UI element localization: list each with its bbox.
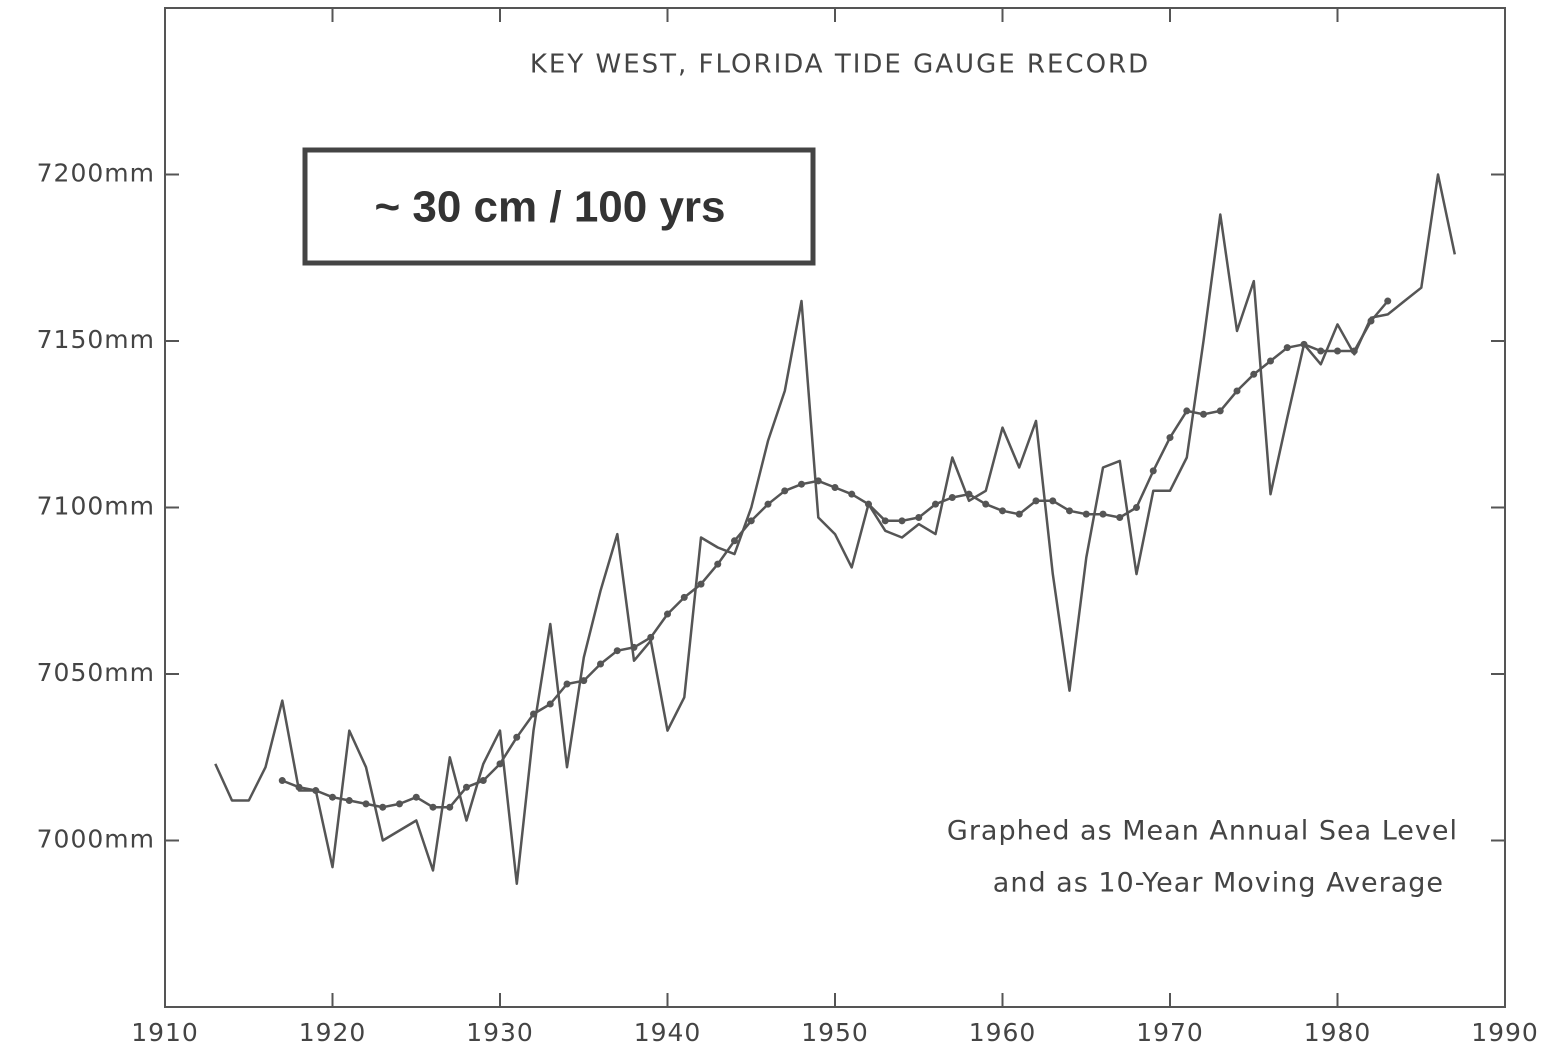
data-point <box>848 490 856 498</box>
data-point <box>295 783 303 791</box>
data-point <box>965 490 973 498</box>
data-point <box>647 633 655 641</box>
data-point <box>613 647 621 655</box>
x-tick-label: 1940 <box>634 1018 702 1047</box>
data-point <box>530 710 537 718</box>
chart-title: KEY WEST, FLORIDA TIDE GAUGE RECORD <box>530 50 1150 80</box>
data-point <box>714 560 722 568</box>
data-point <box>1216 407 1224 415</box>
data-point <box>948 494 956 502</box>
data-point <box>329 793 336 801</box>
x-tick-label: 1980 <box>1304 1018 1372 1047</box>
y-tick-label: 7050mm <box>37 658 155 687</box>
data-point <box>798 480 805 488</box>
data-point <box>1300 340 1308 348</box>
data-point <box>1133 504 1140 511</box>
data-point <box>1367 317 1375 325</box>
data-point <box>1015 510 1023 518</box>
data-point <box>546 700 554 708</box>
x-tick-label: 1920 <box>299 1018 367 1047</box>
y-tick-label: 7000mm <box>37 825 155 854</box>
data-point <box>362 800 370 808</box>
data-point <box>312 787 320 795</box>
data-point <box>1334 347 1341 355</box>
data-point <box>932 500 939 508</box>
x-tick-label: 1990 <box>1471 1018 1539 1047</box>
data-point <box>1250 370 1258 378</box>
data-point <box>664 610 671 618</box>
data-point <box>731 537 738 545</box>
data-point <box>630 643 638 651</box>
data-point <box>429 803 437 811</box>
data-point <box>1082 510 1090 518</box>
data-point <box>479 777 487 785</box>
x-tick-label: 1910 <box>131 1018 199 1047</box>
data-point <box>1066 507 1073 515</box>
data-point <box>814 477 822 485</box>
annotation: Graphed as Mean Annual Sea Level <box>947 816 1458 847</box>
data-point <box>1149 467 1157 475</box>
data-point <box>999 507 1006 515</box>
data-point <box>513 733 521 741</box>
data-point <box>865 500 872 508</box>
data-point <box>781 487 789 495</box>
annotation: and as 10-Year Moving Average <box>993 868 1444 899</box>
data-point <box>597 660 604 668</box>
plot-frame <box>164 7 1506 1008</box>
data-point <box>1233 387 1241 395</box>
x-tick-label: 1930 <box>466 1018 534 1047</box>
data-point <box>1283 344 1291 352</box>
x-tick-label: 1960 <box>969 1018 1037 1047</box>
data-point <box>1350 347 1358 355</box>
data-point <box>831 484 839 492</box>
data-point <box>379 803 387 811</box>
data-point <box>412 793 420 801</box>
data-point <box>982 500 990 508</box>
x-tick-label: 1970 <box>1136 1018 1204 1047</box>
data-point <box>747 517 755 525</box>
series-line <box>281 300 1389 809</box>
data-point <box>345 797 353 805</box>
data-point <box>881 517 889 525</box>
annotation: ~ 30 cm / 100 yrs <box>374 183 725 232</box>
data-point <box>1200 410 1207 418</box>
data-point <box>697 580 705 588</box>
data-point <box>446 803 454 811</box>
x-tick-label: 1950 <box>801 1018 869 1047</box>
series-line <box>214 173 1457 886</box>
data-point <box>1032 497 1040 505</box>
y-tick-label: 7100mm <box>37 492 155 521</box>
y-tick-label: 7150mm <box>37 325 155 354</box>
data-point <box>496 760 504 768</box>
data-point <box>764 500 772 508</box>
data-point <box>1183 407 1191 415</box>
data-point <box>898 517 906 525</box>
data-point <box>1267 357 1274 365</box>
data-point <box>680 593 688 601</box>
data-point <box>1049 497 1057 505</box>
data-point <box>1384 297 1392 305</box>
data-point <box>1116 513 1124 521</box>
data-point <box>396 800 403 808</box>
data-point <box>563 680 571 688</box>
data-point <box>1166 434 1174 442</box>
annotation-box <box>302 147 816 266</box>
data-point <box>463 783 470 791</box>
y-tick-label: 7200mm <box>37 159 155 188</box>
data-point <box>1099 510 1107 518</box>
data-point <box>915 513 923 521</box>
data-point <box>278 777 286 785</box>
data-point <box>580 677 588 685</box>
data-point <box>1317 347 1325 355</box>
